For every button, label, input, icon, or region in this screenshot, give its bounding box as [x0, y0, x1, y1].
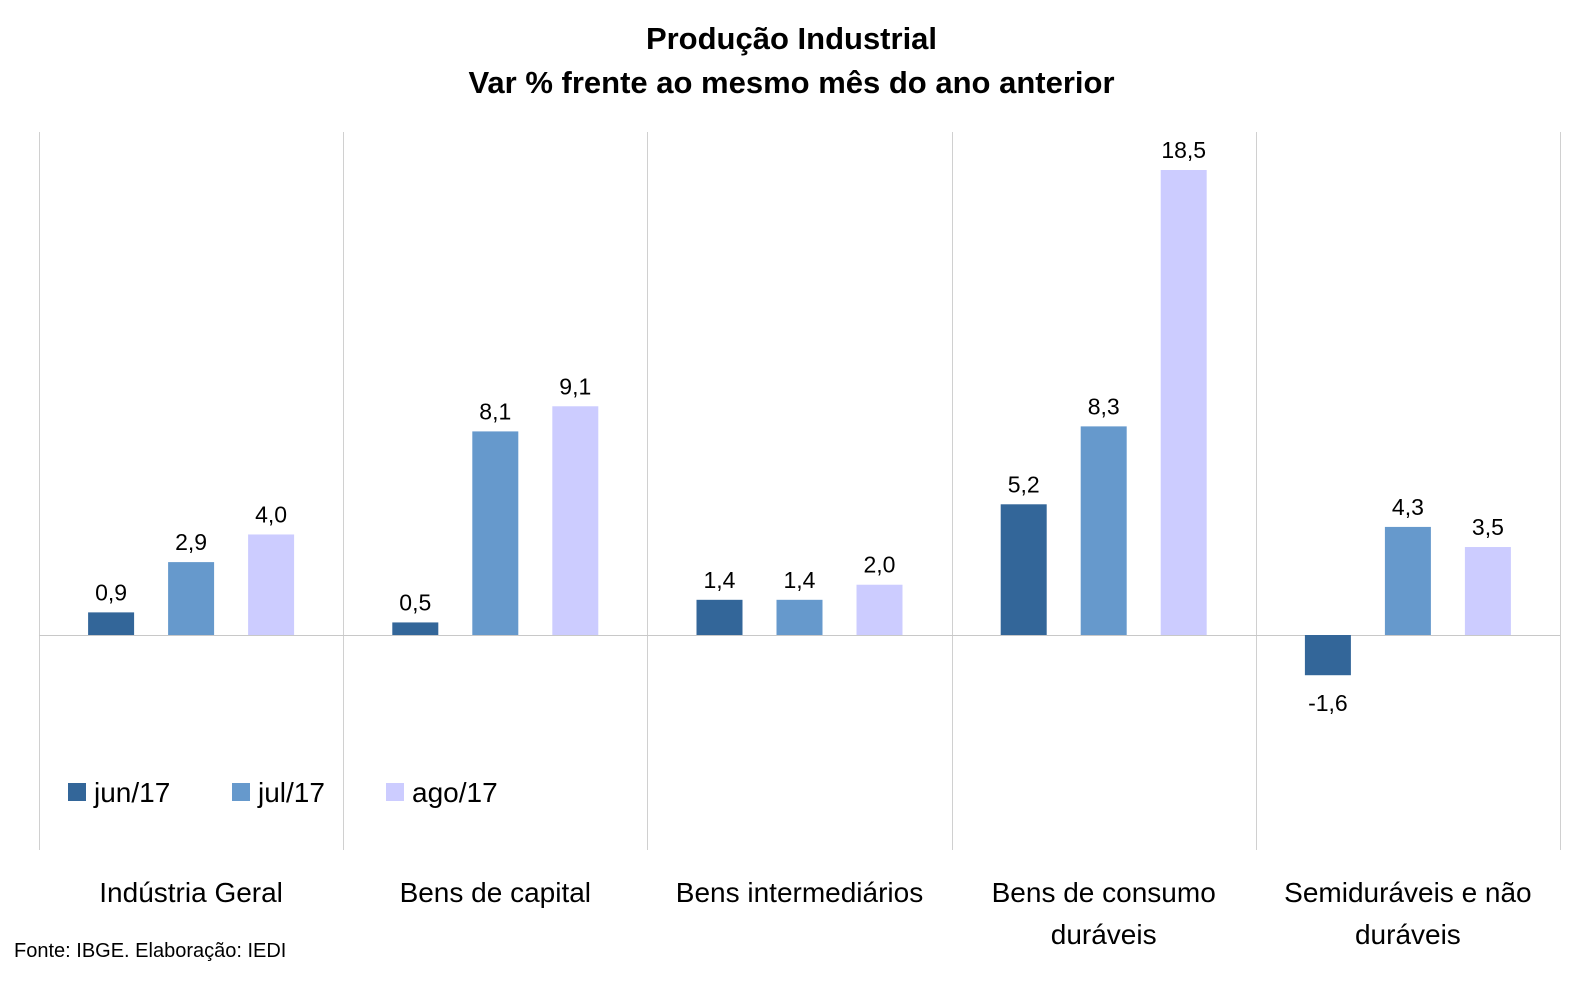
data-label: 8,3 — [1088, 393, 1120, 419]
x-tick-label: Bens de consumo — [992, 877, 1216, 908]
x-tick-label: duráveis — [1355, 919, 1461, 950]
bar-ago-17 — [1464, 547, 1511, 635]
bar-jun-17 — [88, 612, 135, 635]
legend-label: ago/17 — [412, 777, 498, 808]
bar-jul-17 — [776, 599, 823, 635]
bar-ago-17 — [1160, 170, 1207, 635]
data-label: 2,0 — [864, 552, 896, 578]
data-label: 1,4 — [784, 567, 816, 593]
bar-jun-17 — [1000, 504, 1047, 635]
legend-label: jul/17 — [257, 777, 325, 808]
bar-jul-17 — [1080, 426, 1127, 635]
legend-label: jun/17 — [93, 777, 170, 808]
legend-swatch — [232, 783, 250, 801]
bar-ago-17 — [248, 534, 295, 635]
data-label: 1,4 — [704, 567, 736, 593]
chart-title-line2: Var % frente ao mesmo mês do ano anterio… — [468, 65, 1115, 100]
bar-ago-17 — [552, 406, 599, 635]
data-label: 8,1 — [479, 398, 511, 424]
x-tick-label: Bens intermediários — [676, 877, 923, 908]
bar-jun-17 — [696, 599, 743, 635]
bar-ago-17 — [856, 584, 903, 635]
data-label: 9,1 — [559, 373, 591, 399]
data-label: 18,5 — [1161, 137, 1206, 163]
data-label: -1,6 — [1308, 690, 1348, 716]
bar-jun-17 — [392, 622, 439, 635]
chart-title-line1: Produção Industrial — [645, 21, 938, 56]
legend-swatch — [386, 783, 404, 801]
bar-jul-17 — [472, 431, 519, 635]
data-label: 4,3 — [1392, 494, 1424, 520]
x-tick-label: Semiduráveis e não — [1284, 877, 1531, 908]
data-label: 4,0 — [255, 501, 287, 527]
data-label: 3,5 — [1472, 514, 1504, 540]
source-note: Fonte: IBGE. Elaboração: IEDI — [14, 940, 287, 962]
data-label: 0,5 — [399, 589, 431, 615]
data-label: 2,9 — [175, 529, 207, 555]
data-label: 0,9 — [95, 579, 127, 605]
bar-jun-17 — [1304, 635, 1351, 676]
bar-jul-17 — [168, 562, 215, 635]
legend-swatch — [68, 783, 86, 801]
x-tick-label: duráveis — [1051, 919, 1157, 950]
data-label: 5,2 — [1008, 471, 1040, 497]
bar-jul-17 — [1384, 526, 1431, 635]
x-tick-label: Bens de capital — [400, 877, 591, 908]
x-tick-label: Indústria Geral — [99, 877, 283, 908]
